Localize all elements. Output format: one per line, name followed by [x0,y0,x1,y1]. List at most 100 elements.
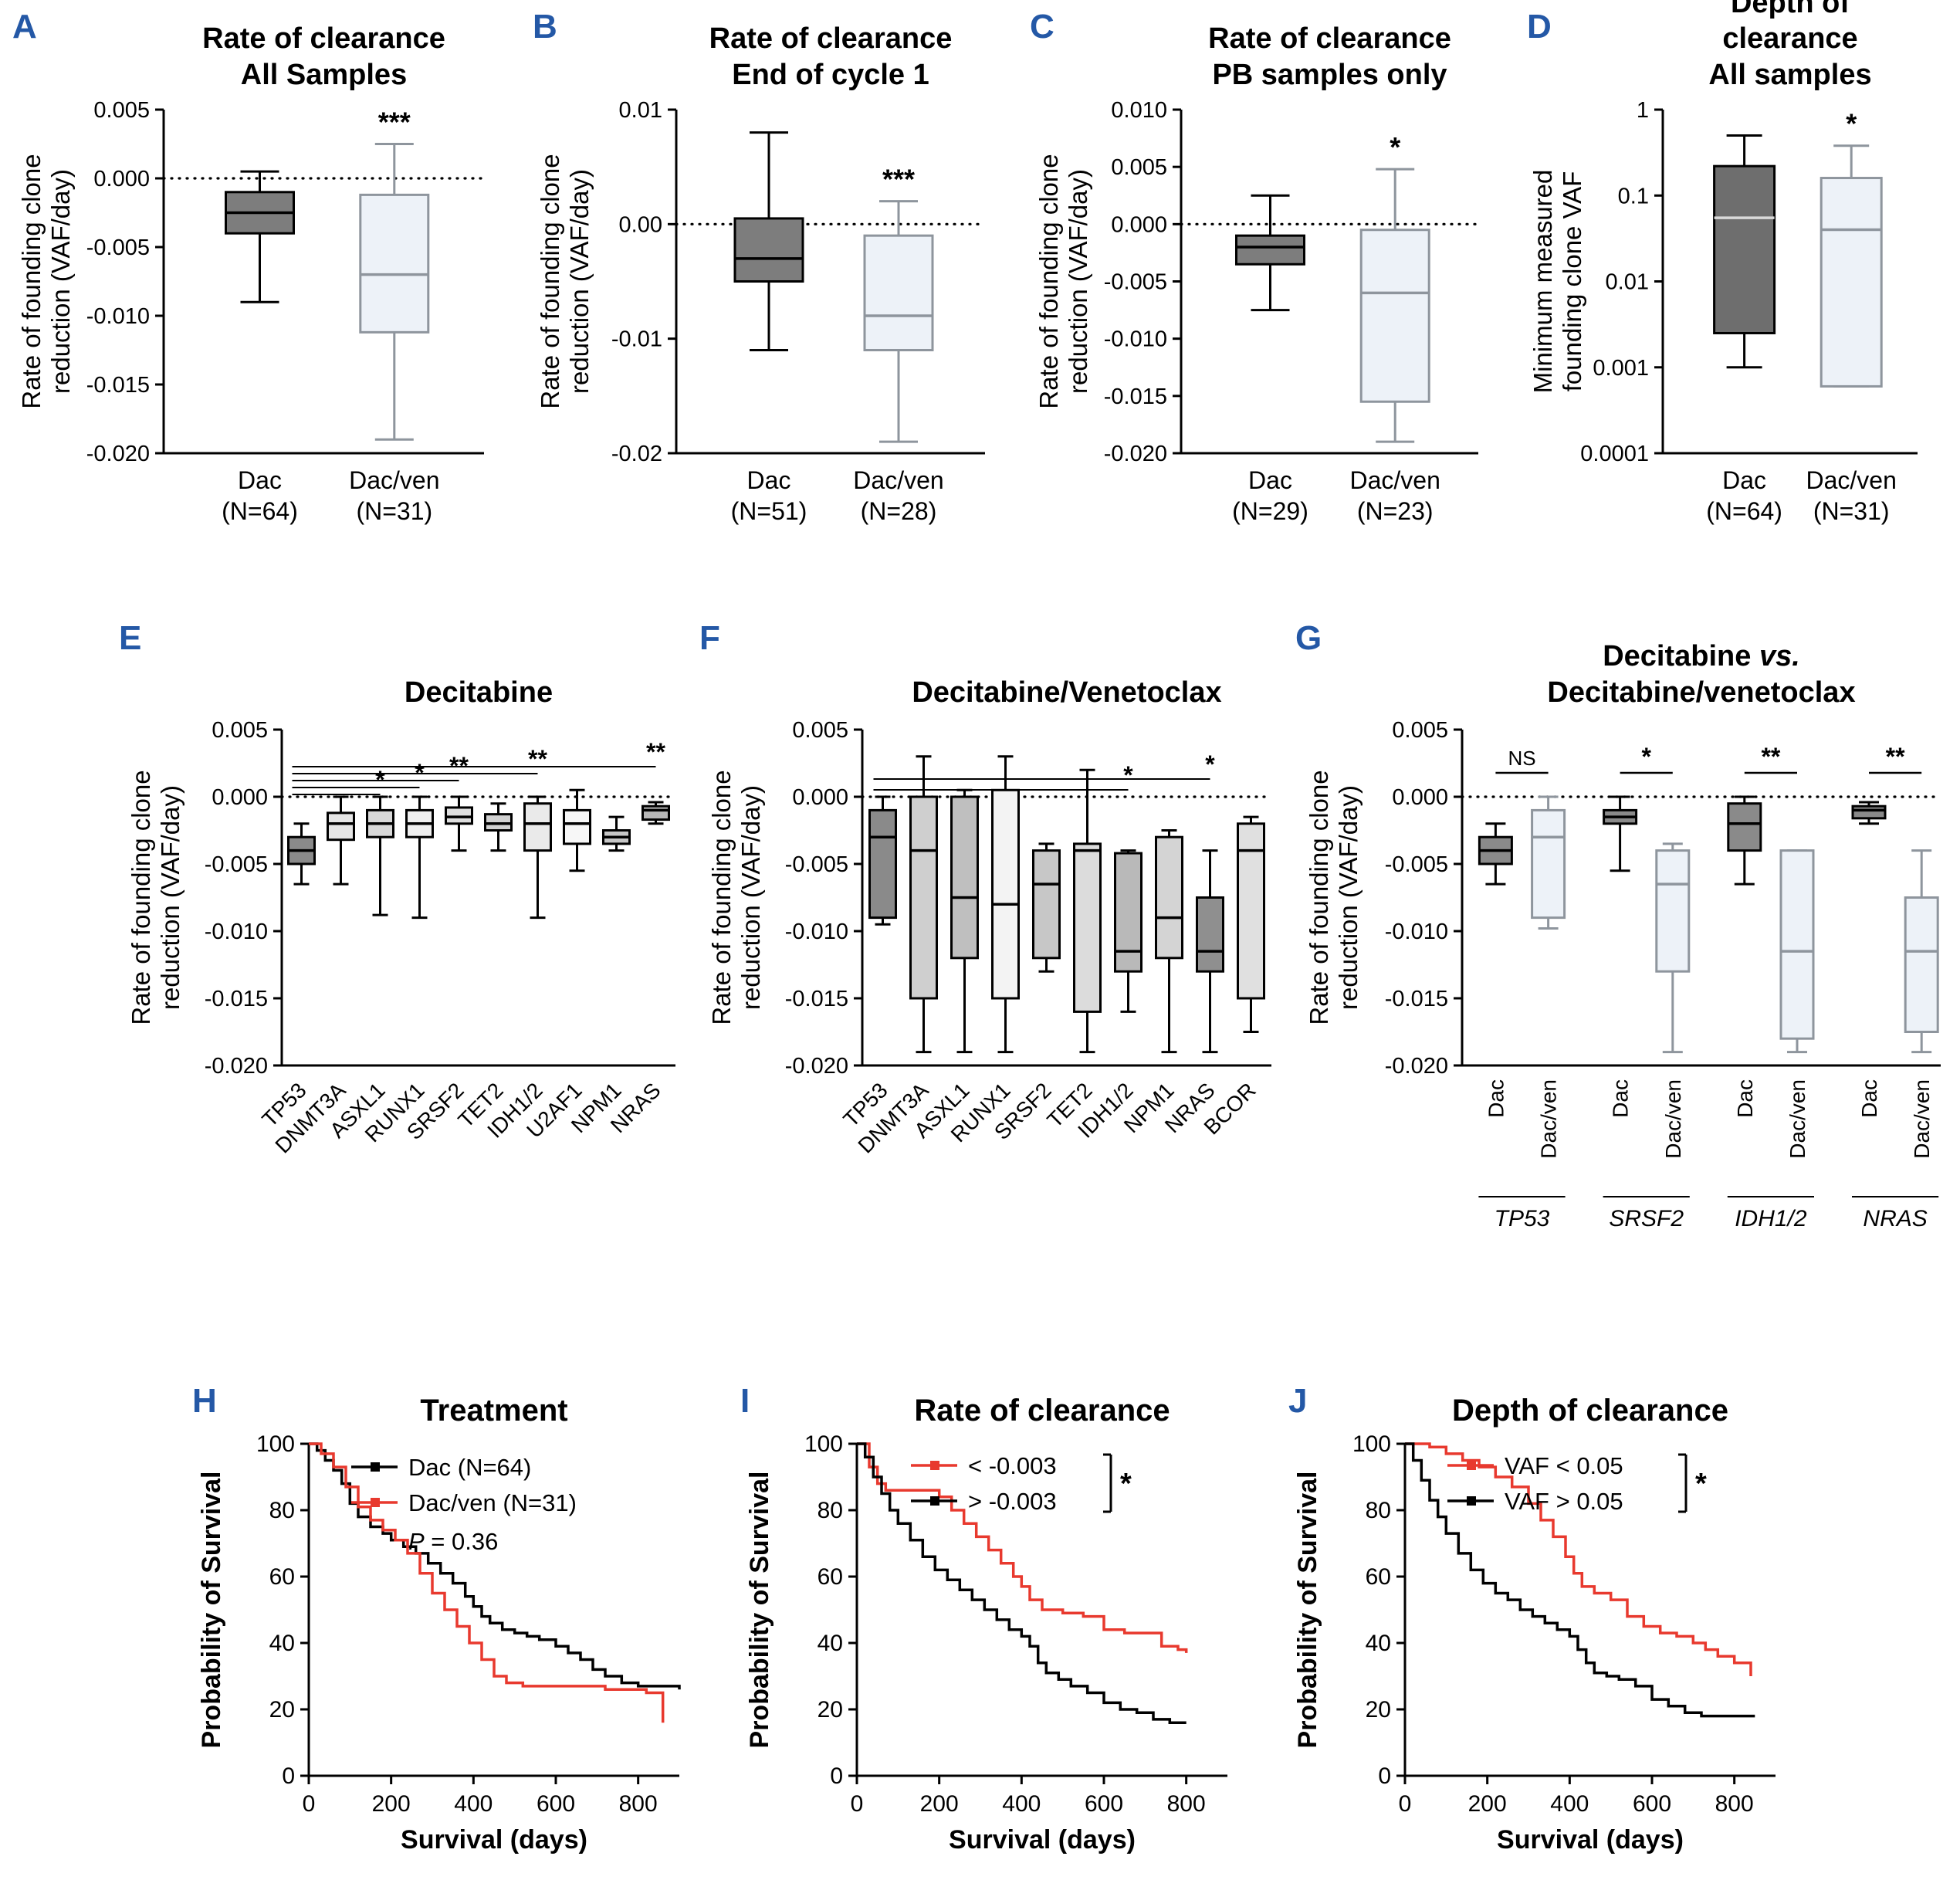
svg-text:0: 0 [303,1791,316,1817]
box-NPM1 [602,815,631,852]
box-Dac-ven [1820,144,1883,388]
svg-text:-0.010: -0.010 [86,304,150,329]
svg-text:-0.005: -0.005 [86,235,150,260]
svg-text:0.010: 0.010 [1111,98,1167,123]
svg-text:60: 60 [1366,1564,1391,1590]
svg-text:400: 400 [454,1791,493,1817]
panel-H-title: Treatment [420,1394,568,1428]
svg-text:-0.020: -0.020 [785,1054,848,1079]
panel-G-title-line2: Decitabine/venetoclax [1547,676,1856,709]
box-NPM1 [1155,829,1183,1054]
legend-label: Dac/ven (N=31) [408,1489,577,1516]
svg-text:20: 20 [269,1697,295,1722]
significance-label: ** [646,738,665,766]
significance-label: * [1120,1468,1132,1500]
svg-text:0.01: 0.01 [1606,270,1649,295]
significance-label: * [1641,743,1651,771]
panel-D: D Depth of clearance All samples 1 0.1 0.0… [1524,0,1945,565]
box-Dac-ven [1359,168,1430,443]
svg-text:0.000: 0.000 [792,785,848,810]
y-axis-label: Rate of founding clonereduction (VAF/day… [707,770,765,1025]
svg-text:Dac/ven: Dac/ven [1350,466,1440,494]
box-U2AF1 [563,788,591,872]
panel-J-title: Depth of clearance [1452,1394,1728,1428]
box-BCOR [1237,815,1265,1033]
box-Dac [1713,134,1776,369]
box-IDH1-2 [1114,849,1142,1013]
svg-text:80: 80 [818,1498,843,1523]
svg-text:-0.005: -0.005 [1104,270,1167,295]
svg-text:0: 0 [830,1763,843,1789]
panel-G-letter: G [1295,619,1322,657]
y-axis-label: Rate of founding clonereduction (VAF/day… [1034,154,1092,408]
svg-text:-0.02: -0.02 [611,442,662,466]
svg-text:(N=64): (N=64) [1706,497,1782,525]
svg-text:-0.015: -0.015 [86,373,150,398]
svg-text:-0.015: -0.015 [205,987,268,1011]
svg-text:Dac/ven: Dac/ven [853,466,943,494]
legend-label: VAF < 0.05 [1505,1452,1623,1479]
svg-text:200: 200 [920,1791,959,1817]
y-axis-label: Rate of founding clonereduction (VAF/day… [17,154,75,408]
significance-label: *** [378,107,411,138]
svg-text:40: 40 [1366,1631,1391,1656]
gene-group-label: NRAS [1863,1206,1927,1231]
panel-H-chart: 0 20 40 60 80 100 0 200 400 600 800 Dac (N=64) Dac/v… [197,1431,681,1855]
box-TP53 [287,822,316,886]
x-axis-label: Survival (days) [401,1825,587,1855]
box-NRAS [641,801,670,825]
svg-text:(N=31): (N=31) [1813,497,1890,525]
box-TP53-Dacven [1531,795,1566,930]
box-SRSF2-Dac [1603,795,1638,872]
panel-I-letter: I [740,1382,750,1420]
svg-text:0: 0 [851,1791,864,1817]
svg-text:(N=31): (N=31) [356,497,432,525]
svg-text:100: 100 [1352,1431,1391,1457]
box-IDH1-2 [523,795,552,920]
svg-text:-0.020: -0.020 [1104,442,1167,466]
svg-text:(N=29): (N=29) [1232,497,1308,525]
panel-D-chart: 1 0.1 0.01 0.001 0.0001 Dac (N=64) Dac/ven (N=31… [1528,98,1918,525]
svg-text:0: 0 [1399,1791,1412,1817]
significance-label: * [1123,761,1133,789]
box-Dac [733,131,804,351]
panel-B-chart: 0.01 0.00 -0.01 -0.02 Dac (N=51) Dac/ven (N=28)… [536,98,987,525]
svg-text:0.00: 0.00 [619,212,662,237]
significance-label: * [1846,108,1857,140]
box-Dac [1235,194,1305,312]
panel-G: G Decitabine vs. Decitabine/venetoclax 0… [1292,619,1956,1332]
panel-D-letter: D [1527,8,1552,46]
svg-text:(N=64): (N=64) [222,497,298,525]
panel-A-title: Rate of clearance All Samples [202,22,445,91]
km-curve-Dac-ven [309,1442,665,1723]
svg-text:800: 800 [1167,1791,1206,1817]
significance-label: ** [528,745,547,773]
panel-A-chart: 0.005 0.000 -0.005 -0.010 -0.015 -0.020 Dac (N=… [17,98,486,525]
box-IDH1-2-Dac [1727,795,1762,886]
svg-text:100: 100 [804,1431,843,1457]
panel-A: A Rate of clearance All Samples 0.005 0.0… [9,8,519,565]
svg-text:-0.010: -0.010 [1104,327,1167,352]
box-SRSF2-Dacven [1655,842,1691,1054]
significance-label: *** [882,164,915,195]
svg-text:0.0001: 0.0001 [1580,442,1649,466]
box-NRAS-Dacven [1904,849,1939,1054]
box-DNMT3A [909,755,938,1054]
svg-text:0.000: 0.000 [1392,785,1448,810]
svg-text:100: 100 [256,1431,295,1457]
svg-text:-0.005: -0.005 [1385,852,1448,877]
box-Dac [225,170,295,303]
x-axis-label: Survival (days) [1497,1825,1684,1855]
box-TP53-Dac [1478,822,1513,886]
svg-text:80: 80 [269,1498,295,1523]
y-axis-label: Probability of Survival [1293,1472,1322,1749]
panel-F-letter: F [699,619,720,657]
svg-text:0.005: 0.005 [1111,155,1167,180]
svg-text:40: 40 [269,1631,295,1656]
svg-text:0.005: 0.005 [792,718,848,743]
svg-text:-0.01: -0.01 [611,327,662,352]
panel-F-chart: 0.0050.000-0.005-0.010-0.015-0.020TP53DN… [707,718,1273,1158]
svg-text:Dac: Dac [1733,1079,1757,1118]
box-RUNX1 [405,795,434,920]
